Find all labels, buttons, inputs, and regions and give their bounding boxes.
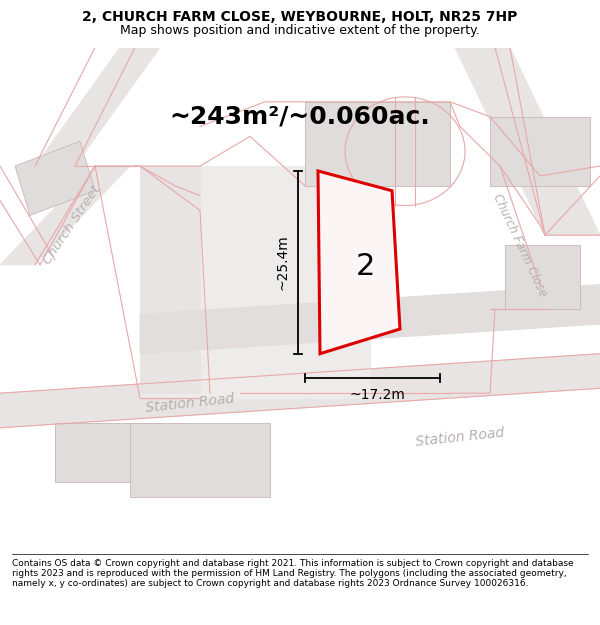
Polygon shape: [318, 171, 400, 354]
Text: ~25.4m: ~25.4m: [276, 234, 290, 290]
Text: ~243m²/~0.060ac.: ~243m²/~0.060ac.: [170, 104, 430, 129]
Polygon shape: [0, 166, 130, 265]
Text: Map shows position and indicative extent of the property.: Map shows position and indicative extent…: [120, 24, 480, 37]
Polygon shape: [35, 48, 160, 166]
Polygon shape: [505, 245, 580, 309]
Polygon shape: [140, 166, 200, 393]
Polygon shape: [130, 423, 270, 497]
Text: ~17.2m: ~17.2m: [350, 388, 406, 402]
Polygon shape: [305, 102, 450, 186]
Text: Station Road: Station Road: [145, 391, 235, 415]
Text: Church Farm Close: Church Farm Close: [490, 191, 550, 299]
Polygon shape: [55, 423, 160, 482]
Polygon shape: [140, 166, 370, 398]
Text: 2: 2: [356, 251, 375, 281]
Polygon shape: [455, 48, 600, 235]
Polygon shape: [15, 141, 95, 216]
Text: Church Street: Church Street: [41, 184, 103, 267]
Polygon shape: [140, 284, 600, 354]
Polygon shape: [0, 354, 600, 428]
Polygon shape: [490, 117, 590, 186]
Text: Contains OS data © Crown copyright and database right 2021. This information is : Contains OS data © Crown copyright and d…: [12, 559, 574, 588]
Text: Station Road: Station Road: [415, 426, 505, 449]
Text: 2, CHURCH FARM CLOSE, WEYBOURNE, HOLT, NR25 7HP: 2, CHURCH FARM CLOSE, WEYBOURNE, HOLT, N…: [82, 11, 518, 24]
